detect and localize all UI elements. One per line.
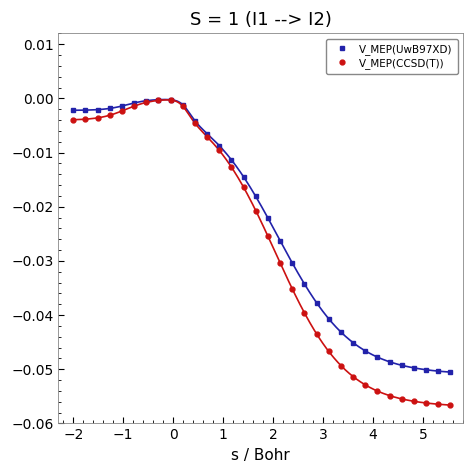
V_MEP(CCSD(T)) <box>374 388 380 394</box>
V_MEP(CCSD(T)) <box>192 120 198 126</box>
V_MEP(UwB97XD) <box>192 118 198 124</box>
V_MEP(UwB97XD) <box>265 215 271 221</box>
V_MEP(CCSD(T)) <box>387 393 392 399</box>
V_MEP(UwB97XD) <box>180 102 186 108</box>
V_MEP(UwB97XD) <box>363 348 368 354</box>
V_MEP(UwB97XD) <box>314 300 319 306</box>
V_MEP(UwB97XD) <box>301 281 307 287</box>
V_MEP(UwB97XD) <box>131 100 137 106</box>
Line: V_MEP(UwB97XD): V_MEP(UwB97XD) <box>71 97 453 374</box>
V_MEP(UwB97XD) <box>228 157 234 163</box>
V_MEP(UwB97XD) <box>387 359 392 365</box>
V_MEP(UwB97XD) <box>241 174 246 180</box>
V_MEP(CCSD(T)) <box>155 98 161 103</box>
V_MEP(UwB97XD) <box>204 131 210 137</box>
V_MEP(CCSD(T)) <box>131 103 137 109</box>
V_MEP(CCSD(T)) <box>314 331 319 337</box>
V_MEP(CCSD(T)) <box>447 402 453 408</box>
V_MEP(CCSD(T)) <box>180 103 186 109</box>
V_MEP(CCSD(T)) <box>265 233 271 239</box>
V_MEP(UwB97XD) <box>95 107 100 112</box>
V_MEP(CCSD(T)) <box>363 382 368 388</box>
V_MEP(UwB97XD) <box>326 316 332 322</box>
V_MEP(CCSD(T)) <box>411 399 417 404</box>
V_MEP(UwB97XD) <box>144 98 149 104</box>
Legend: V_MEP(UwB97XD), V_MEP(CCSD(T)): V_MEP(UwB97XD), V_MEP(CCSD(T)) <box>326 39 458 74</box>
V_MEP(UwB97XD) <box>107 106 113 111</box>
V_MEP(UwB97XD) <box>423 367 429 373</box>
V_MEP(UwB97XD) <box>82 107 88 113</box>
V_MEP(UwB97XD) <box>277 238 283 244</box>
V_MEP(UwB97XD) <box>71 108 76 113</box>
V_MEP(CCSD(T)) <box>204 134 210 139</box>
V_MEP(CCSD(T)) <box>168 97 173 103</box>
V_MEP(UwB97XD) <box>168 97 173 102</box>
Title: S = 1 (I1 --> I2): S = 1 (I1 --> I2) <box>190 11 331 29</box>
V_MEP(CCSD(T)) <box>82 116 88 122</box>
Line: V_MEP(CCSD(T)): V_MEP(CCSD(T)) <box>71 98 453 408</box>
V_MEP(UwB97XD) <box>411 365 417 371</box>
V_MEP(CCSD(T)) <box>350 374 356 379</box>
V_MEP(UwB97XD) <box>436 368 441 374</box>
V_MEP(UwB97XD) <box>399 363 405 368</box>
V_MEP(UwB97XD) <box>350 340 356 346</box>
V_MEP(CCSD(T)) <box>228 164 234 170</box>
V_MEP(CCSD(T)) <box>326 349 332 355</box>
V_MEP(CCSD(T)) <box>217 147 222 153</box>
V_MEP(CCSD(T)) <box>241 184 246 190</box>
X-axis label: s / Bohr: s / Bohr <box>231 448 290 463</box>
V_MEP(UwB97XD) <box>119 103 125 109</box>
V_MEP(UwB97XD) <box>374 354 380 360</box>
V_MEP(CCSD(T)) <box>338 363 344 368</box>
V_MEP(UwB97XD) <box>155 97 161 102</box>
V_MEP(UwB97XD) <box>217 143 222 148</box>
V_MEP(UwB97XD) <box>290 260 295 266</box>
V_MEP(CCSD(T)) <box>144 100 149 105</box>
V_MEP(CCSD(T)) <box>436 401 441 407</box>
V_MEP(CCSD(T)) <box>301 310 307 316</box>
V_MEP(CCSD(T)) <box>253 208 259 213</box>
V_MEP(UwB97XD) <box>338 329 344 335</box>
V_MEP(CCSD(T)) <box>423 400 429 406</box>
V_MEP(CCSD(T)) <box>95 115 100 121</box>
V_MEP(CCSD(T)) <box>107 112 113 118</box>
V_MEP(CCSD(T)) <box>277 260 283 266</box>
V_MEP(CCSD(T)) <box>399 396 405 402</box>
V_MEP(UwB97XD) <box>447 369 453 375</box>
V_MEP(UwB97XD) <box>253 194 259 200</box>
V_MEP(CCSD(T)) <box>290 286 295 292</box>
V_MEP(CCSD(T)) <box>71 117 76 123</box>
V_MEP(CCSD(T)) <box>119 108 125 114</box>
